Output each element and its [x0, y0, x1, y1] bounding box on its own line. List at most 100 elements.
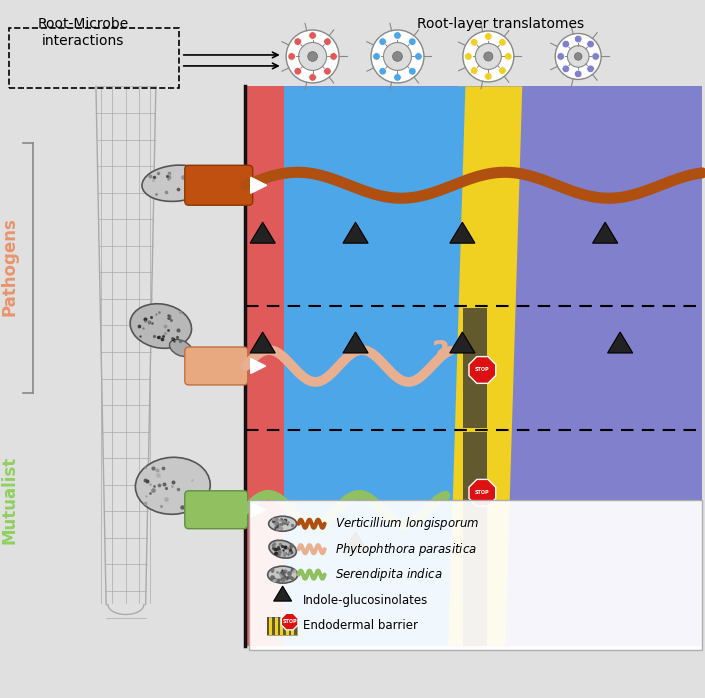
Circle shape — [484, 33, 492, 40]
Polygon shape — [272, 616, 275, 634]
Circle shape — [408, 38, 416, 45]
Polygon shape — [251, 359, 266, 373]
Polygon shape — [470, 308, 471, 428]
Polygon shape — [593, 222, 618, 243]
Circle shape — [575, 35, 582, 43]
Text: Root-Microbe
interactions: Root-Microbe interactions — [37, 17, 128, 47]
Circle shape — [307, 52, 317, 61]
Polygon shape — [479, 432, 481, 646]
Text: $\it{Phytophthora\ parasitica}$: $\it{Phytophthora\ parasitica}$ — [335, 541, 477, 558]
Text: STOP: STOP — [282, 619, 297, 624]
Circle shape — [309, 73, 317, 81]
Polygon shape — [283, 616, 286, 634]
Circle shape — [330, 52, 338, 60]
Circle shape — [575, 70, 582, 77]
Circle shape — [465, 52, 472, 60]
Polygon shape — [465, 432, 467, 646]
Circle shape — [373, 52, 380, 60]
Polygon shape — [281, 614, 298, 630]
Circle shape — [562, 65, 570, 73]
Circle shape — [393, 31, 401, 39]
Polygon shape — [343, 222, 368, 243]
Circle shape — [470, 38, 478, 46]
Circle shape — [286, 30, 339, 83]
Polygon shape — [443, 87, 522, 646]
Text: Indole-glucosinolates: Indole-glucosinolates — [302, 593, 428, 607]
Polygon shape — [477, 432, 479, 646]
Polygon shape — [473, 308, 474, 428]
Polygon shape — [467, 432, 469, 646]
Polygon shape — [470, 432, 471, 646]
Circle shape — [324, 38, 331, 45]
Text: Root-layer translatomes: Root-layer translatomes — [417, 17, 584, 31]
Polygon shape — [469, 480, 496, 506]
Circle shape — [294, 38, 302, 45]
Polygon shape — [246, 87, 283, 646]
Text: STOP: STOP — [475, 490, 490, 496]
Polygon shape — [467, 308, 469, 428]
Polygon shape — [469, 357, 496, 383]
FancyBboxPatch shape — [185, 491, 247, 528]
Text: STOP: STOP — [475, 367, 490, 373]
Polygon shape — [482, 432, 483, 646]
Polygon shape — [343, 532, 368, 553]
Circle shape — [299, 43, 326, 70]
Polygon shape — [485, 308, 486, 428]
Circle shape — [568, 45, 589, 67]
Circle shape — [498, 67, 506, 75]
Polygon shape — [450, 332, 475, 353]
Circle shape — [575, 52, 582, 60]
Polygon shape — [294, 616, 297, 634]
Circle shape — [470, 67, 478, 75]
Polygon shape — [463, 308, 465, 428]
Polygon shape — [477, 308, 479, 428]
Polygon shape — [274, 586, 292, 601]
FancyBboxPatch shape — [249, 500, 702, 650]
Circle shape — [371, 30, 424, 83]
Circle shape — [562, 40, 570, 48]
Text: Mutualist: Mutualist — [0, 456, 18, 544]
Circle shape — [379, 38, 386, 45]
Polygon shape — [608, 332, 632, 353]
Circle shape — [288, 52, 295, 60]
Ellipse shape — [135, 457, 210, 514]
Ellipse shape — [130, 304, 192, 348]
Ellipse shape — [142, 165, 209, 202]
Circle shape — [505, 52, 512, 60]
Circle shape — [463, 31, 514, 82]
Circle shape — [324, 68, 331, 75]
Polygon shape — [485, 432, 486, 646]
Circle shape — [587, 40, 594, 48]
Circle shape — [393, 73, 401, 81]
Circle shape — [294, 68, 302, 75]
Polygon shape — [482, 308, 483, 428]
Circle shape — [484, 52, 493, 61]
Circle shape — [393, 52, 403, 61]
Ellipse shape — [269, 517, 297, 531]
Circle shape — [557, 52, 565, 60]
FancyBboxPatch shape — [266, 616, 297, 634]
Polygon shape — [475, 308, 477, 428]
Polygon shape — [251, 503, 266, 517]
FancyBboxPatch shape — [185, 347, 247, 385]
Polygon shape — [450, 222, 475, 243]
Polygon shape — [465, 308, 467, 428]
Ellipse shape — [169, 339, 192, 357]
Polygon shape — [246, 87, 702, 646]
Text: ?: ? — [431, 339, 449, 369]
Circle shape — [587, 65, 594, 73]
Text: $\it{Verticillium\ longisporum}$: $\it{Verticillium\ longisporum}$ — [335, 515, 479, 533]
Polygon shape — [278, 616, 280, 634]
Polygon shape — [479, 308, 481, 428]
Polygon shape — [250, 332, 275, 353]
Polygon shape — [463, 308, 484, 428]
Polygon shape — [473, 432, 474, 646]
Circle shape — [384, 43, 412, 70]
Text: Endodermal barrier: Endodermal barrier — [302, 619, 417, 632]
FancyBboxPatch shape — [185, 165, 252, 205]
Polygon shape — [281, 87, 465, 646]
Text: $\it{Serendipita\ indica}$: $\it{Serendipita\ indica}$ — [335, 566, 442, 583]
Polygon shape — [250, 222, 275, 243]
Circle shape — [556, 34, 601, 80]
Circle shape — [408, 68, 416, 75]
